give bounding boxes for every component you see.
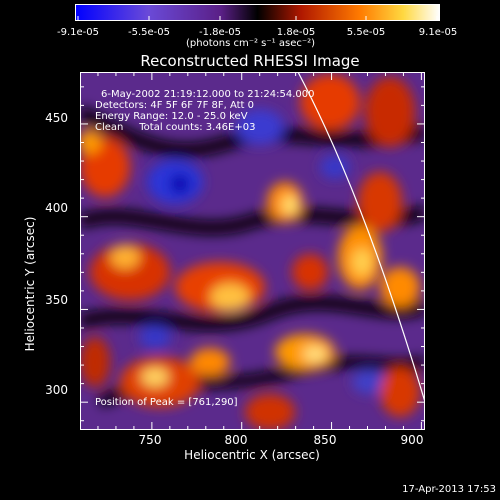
y-tick-label: 300 [45, 383, 68, 397]
colorbar-units: (photons cm⁻² s⁻¹ asec⁻²) [186, 38, 316, 49]
y-axis-label: Heliocentric Y (arcsec) [23, 216, 37, 352]
rhessi-image [80, 72, 425, 430]
plot-title: Reconstructed RHESSI Image [140, 52, 360, 70]
peak-position: Position of Peak = [761,290] [95, 397, 238, 408]
x-tick-label: 750 [138, 433, 162, 447]
y-tick-label: 400 [45, 201, 68, 215]
timestamp: 17-Apr-2013 17:53 [402, 484, 496, 495]
colorbar-tick: 9.1e-05 [418, 27, 458, 38]
info-line: Clean Total counts: 3.46E+03 [95, 122, 256, 133]
solar-limb [297, 72, 425, 403]
info-line: Energy Range: 12.0 - 25.0 keV [95, 111, 248, 122]
x-axis-label: Heliocentric X (arcsec) [184, 448, 320, 462]
x-tick-label: 800 [224, 433, 248, 447]
colorbar-tick: 1.8e-05 [276, 27, 316, 38]
y-tick-label: 350 [45, 293, 68, 307]
info-line: Detectors: 4F 5F 6F 7F 8F, Att 0 [95, 100, 255, 111]
y-tick-label: 450 [45, 111, 68, 125]
x-tick-label: 900 [400, 433, 424, 447]
info-line: 6-May-2002 21:19:12.000 to 21:24:54.000 [101, 89, 315, 100]
colorbar [75, 4, 440, 21]
colorbar-tick: -9.1e-05 [57, 27, 99, 38]
colorbar-tick: 5.5e-05 [346, 27, 386, 38]
x-tick-label: 850 [313, 433, 337, 447]
colorbar-tick: -1.8e-05 [199, 27, 241, 38]
colorbar-tick: -5.5e-05 [128, 27, 170, 38]
